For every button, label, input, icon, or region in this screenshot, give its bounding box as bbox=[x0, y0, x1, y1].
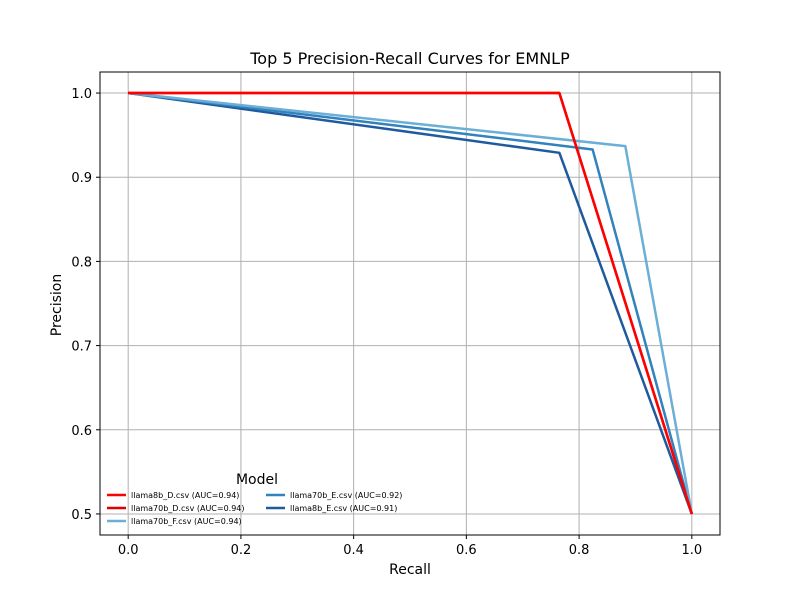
ticks: 0.0 0.2 0.4 0.6 0.8 1.0 0.5 0.6 0.7 0.8 0.9 1.0 bbox=[71, 87, 702, 558]
legend-title: Model bbox=[236, 472, 278, 488]
y-tick-label: 0.7 bbox=[71, 340, 92, 355]
plot-frame bbox=[99, 71, 721, 536]
y-tick-label: 0.9 bbox=[71, 171, 92, 186]
y-axis-label: Precision bbox=[49, 274, 65, 336]
x-tick-label: 0.0 bbox=[118, 543, 139, 558]
x-axis-label: Recall bbox=[389, 562, 431, 578]
series-line-3 bbox=[128, 91, 694, 515]
y-tick-label: 1.0 bbox=[71, 87, 92, 102]
chart-title: Top 5 Precision-Recall Curves for EMNLP bbox=[249, 49, 570, 68]
grid bbox=[100, 72, 720, 535]
y-tick-label: 0.8 bbox=[71, 255, 92, 270]
x-tick-label: 0.6 bbox=[456, 543, 477, 558]
y-tick-label: 0.6 bbox=[71, 424, 92, 439]
legend-label: llama70b_E.csv (AUC=0.92) bbox=[290, 491, 402, 500]
series-line-4 bbox=[128, 91, 694, 515]
x-tick-label: 0.4 bbox=[343, 543, 364, 558]
series-line-1 bbox=[128, 91, 694, 515]
x-tick-label: 1.0 bbox=[681, 543, 702, 558]
legend: Model llama8b_D.csv (AUC=0.94) llama70b_D.… bbox=[107, 472, 402, 526]
legend-label: llama70b_D.csv (AUC=0.94) bbox=[131, 504, 245, 513]
legend-label: llama8b_D.csv (AUC=0.94) bbox=[131, 491, 239, 500]
legend-label: llama8b_E.csv (AUC=0.91) bbox=[290, 504, 397, 513]
x-tick-label: 0.8 bbox=[569, 543, 590, 558]
series-layer bbox=[128, 91, 694, 515]
series-line-5 bbox=[128, 91, 693, 515]
x-tick-label: 0.2 bbox=[231, 543, 252, 558]
legend-label: llama70b_F.csv (AUC=0.94) bbox=[131, 517, 242, 526]
y-tick-label: 0.5 bbox=[71, 508, 92, 523]
series-line-2 bbox=[128, 91, 694, 515]
